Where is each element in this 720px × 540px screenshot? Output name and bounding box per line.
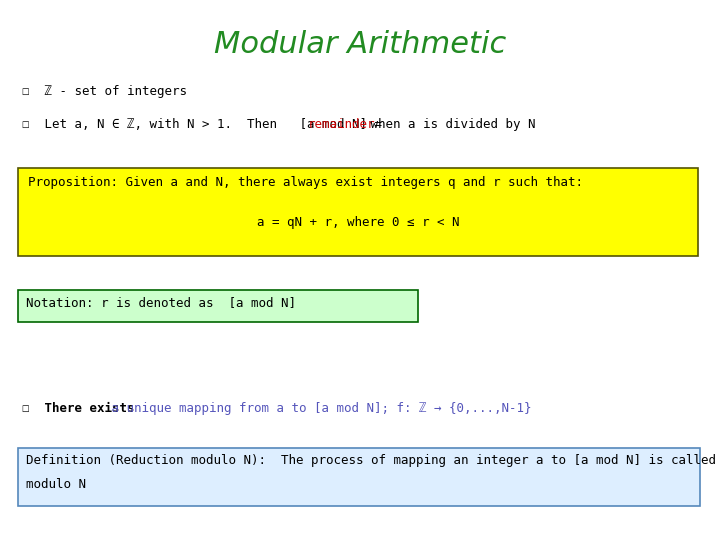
Text: a = qN + r, where 0 ≤ r < N: a = qN + r, where 0 ≤ r < N [257, 216, 459, 229]
Text: ☐  ℤ - set of integers: ☐ ℤ - set of integers [22, 85, 187, 98]
Text: remainder: remainder [308, 118, 376, 131]
Text: when a is divided by N: when a is divided by N [363, 118, 536, 131]
Text: Notation: r is denoted as  [a mod N]: Notation: r is denoted as [a mod N] [26, 296, 296, 309]
Bar [18, 168, 698, 256]
Bar [18, 290, 418, 322]
Text: a unique mapping from a to [a mod N]; f: ℤ → {0,...,N-1}: a unique mapping from a to [a mod N]; f:… [104, 402, 531, 415]
Bar [18, 448, 700, 506]
Text: modulo N: modulo N [26, 478, 86, 491]
Text: Definition (Reduction modulo N):  The process of mapping an integer a to [a mod : Definition (Reduction modulo N): The pro… [26, 454, 720, 467]
Text: Proposition: Given a and N, there always exist integers q and r such that:: Proposition: Given a and N, there always… [28, 176, 583, 189]
Text: ☐  Let a, N ∈ ℤ, with N > 1.  Then   [a mod N] =: ☐ Let a, N ∈ ℤ, with N > 1. Then [a mod … [22, 118, 390, 131]
Text: Modular Arithmetic: Modular Arithmetic [214, 30, 506, 59]
Text: ☐  There exists: ☐ There exists [22, 402, 135, 415]
